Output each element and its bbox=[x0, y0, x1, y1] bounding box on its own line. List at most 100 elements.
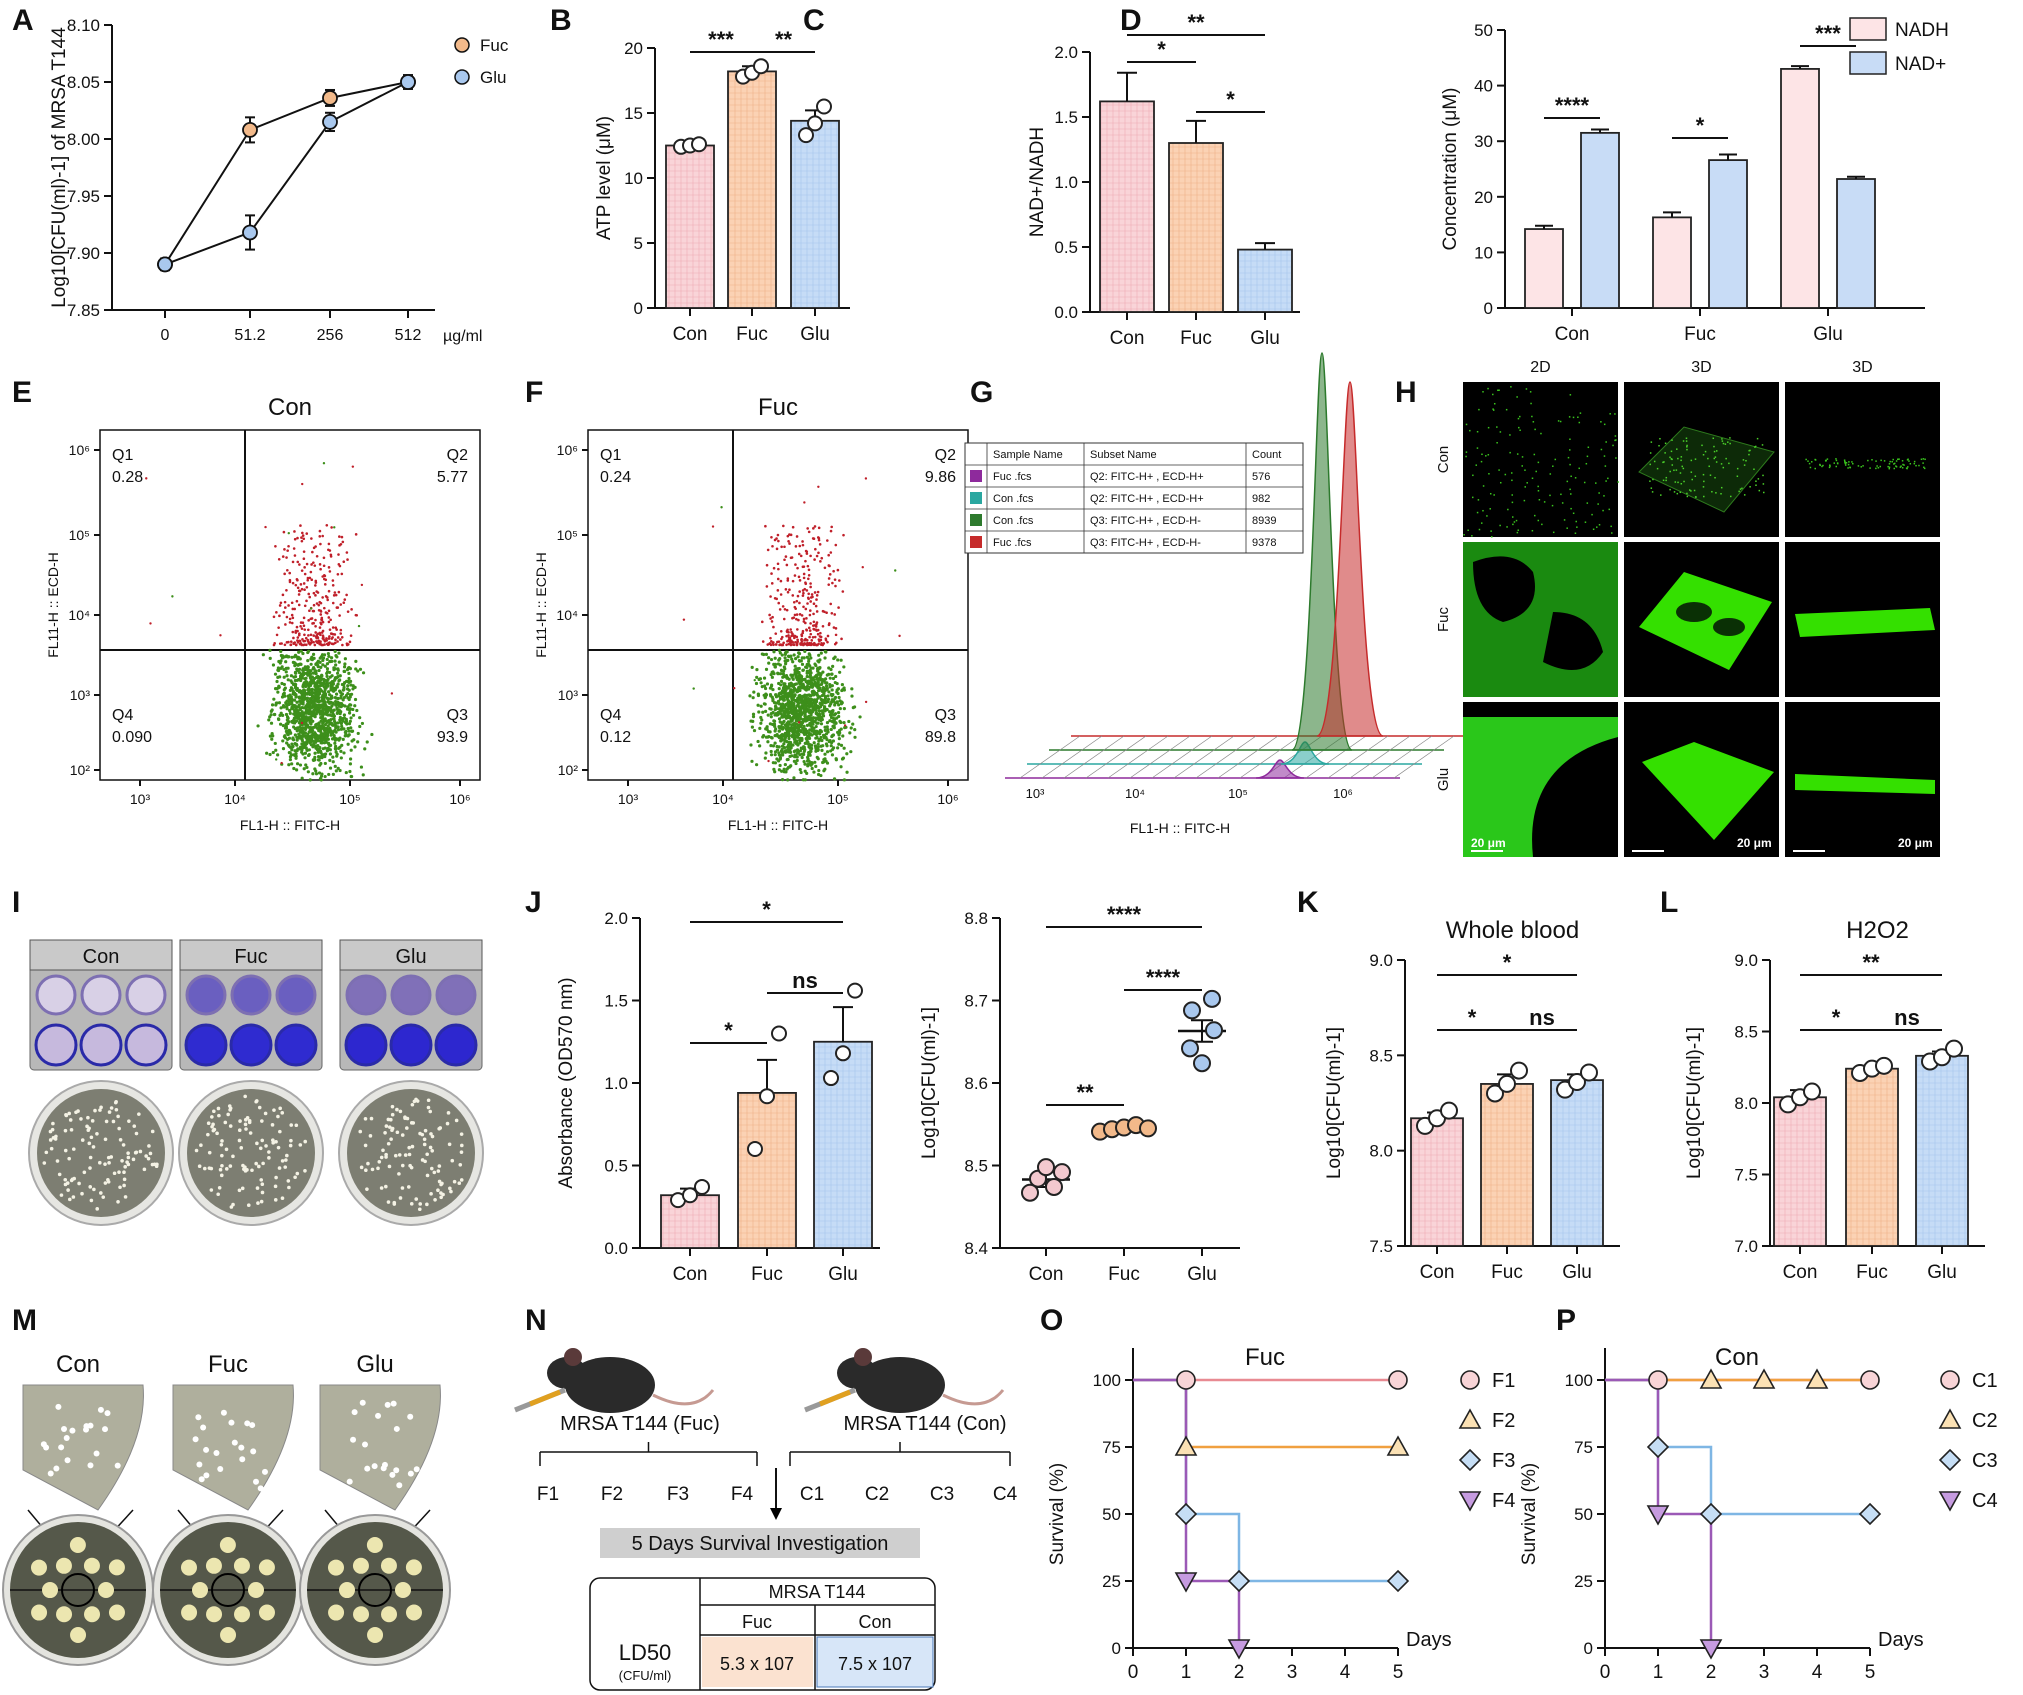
event-dot-red bbox=[776, 589, 780, 592]
signal-speck bbox=[1587, 446, 1590, 449]
event-dot-red bbox=[773, 596, 777, 600]
survival-marker-F4 bbox=[1227, 1639, 1251, 1660]
y-tick-label: 10² bbox=[558, 762, 579, 778]
replicate-point bbox=[1139, 1119, 1157, 1138]
well-top bbox=[35, 974, 77, 1016]
plate-label: Glu bbox=[356, 1351, 393, 1378]
event-dot-green bbox=[756, 703, 760, 707]
table-count: 9378 bbox=[1252, 537, 1276, 549]
colony bbox=[429, 1192, 433, 1196]
event-dot-green bbox=[349, 683, 353, 687]
signal-speck bbox=[1902, 463, 1904, 466]
event-dot-green bbox=[851, 722, 855, 726]
signal-speck bbox=[1524, 486, 1526, 488]
colony bbox=[263, 1111, 268, 1116]
perspective-line bbox=[1041, 735, 1103, 779]
event-dot-green bbox=[286, 743, 291, 747]
event-dot-green bbox=[300, 776, 304, 780]
event-dot-green bbox=[833, 655, 837, 659]
x-tick-label: Fuc bbox=[1108, 1264, 1140, 1285]
event-dot-red bbox=[317, 603, 321, 607]
signal-speck bbox=[1704, 450, 1707, 453]
plate-sector-zoom bbox=[319, 1384, 441, 1511]
table-header: Count bbox=[1252, 449, 1281, 461]
event-dot-red bbox=[303, 639, 307, 643]
event-dot-red bbox=[818, 543, 822, 546]
event-dot-green bbox=[293, 671, 298, 675]
event-dot-red bbox=[819, 631, 822, 635]
plot-frame bbox=[587, 429, 969, 781]
confocal-col-label: 3D bbox=[1852, 359, 1872, 376]
legend-swatch-NAD+ bbox=[1849, 51, 1887, 75]
colony bbox=[423, 1159, 427, 1164]
signal-speck bbox=[1566, 527, 1568, 529]
signal-speck bbox=[1913, 462, 1916, 465]
signal-speck bbox=[1569, 438, 1571, 440]
colony bbox=[441, 1192, 445, 1197]
y-tick-label: 8.5 bbox=[1369, 1046, 1393, 1065]
colony bbox=[47, 1470, 54, 1477]
signal-speck bbox=[1516, 531, 1519, 534]
signal-speck bbox=[1669, 488, 1671, 491]
event-dot-red bbox=[806, 564, 810, 568]
event-dot-red bbox=[286, 568, 289, 572]
signal-speck bbox=[1471, 535, 1473, 537]
colony bbox=[48, 1138, 53, 1142]
replicate-point bbox=[1205, 1021, 1223, 1040]
event-dot-green bbox=[279, 706, 283, 710]
event-dot-red bbox=[797, 575, 801, 579]
y-axis-label: Survival (%) bbox=[1047, 1463, 1068, 1565]
event-dot-red bbox=[336, 572, 340, 576]
event-dot-green bbox=[320, 738, 325, 742]
colony bbox=[410, 1102, 415, 1107]
event-dot-red bbox=[788, 533, 791, 536]
event-dot-green bbox=[306, 770, 310, 774]
event-dot-green bbox=[332, 668, 336, 672]
signal-speck bbox=[1604, 465, 1607, 467]
event-dot-green bbox=[802, 684, 806, 688]
event-dot-green bbox=[763, 702, 767, 706]
colony bbox=[71, 1147, 76, 1151]
well-top bbox=[345, 974, 387, 1016]
colony bbox=[98, 1108, 102, 1112]
event-dot-green bbox=[750, 725, 754, 729]
x-tick-label: Con bbox=[1420, 1262, 1455, 1283]
x-tick-label: Fuc bbox=[1180, 328, 1212, 349]
event-dot-green bbox=[365, 740, 369, 744]
event-dot-green bbox=[779, 679, 784, 684]
x-tick-label: 2 bbox=[1234, 1662, 1245, 1683]
event-dot-green bbox=[346, 726, 350, 731]
legend-label: C2 bbox=[1972, 1410, 1998, 1432]
event-dot-green bbox=[768, 722, 772, 726]
event-dot-green bbox=[828, 719, 832, 723]
event-dot-green bbox=[853, 728, 857, 732]
event-dot-green bbox=[837, 737, 841, 741]
event-dot-red bbox=[315, 602, 319, 605]
signal-speck bbox=[1906, 459, 1909, 461]
event-dot-green bbox=[824, 677, 828, 681]
colony bbox=[295, 1171, 300, 1176]
event-dot-green bbox=[327, 728, 331, 732]
event-dot-green bbox=[809, 749, 813, 753]
event-dot-red bbox=[820, 641, 823, 645]
event-dot-green bbox=[820, 681, 824, 685]
colony bbox=[245, 1168, 249, 1172]
event-dot-green bbox=[322, 741, 327, 745]
event-dot-red bbox=[331, 584, 335, 587]
event-dot-green bbox=[786, 743, 791, 747]
signal-speck bbox=[1543, 501, 1546, 503]
event-dot-green bbox=[781, 705, 785, 709]
event-dot-green bbox=[792, 653, 796, 657]
event-dot-green bbox=[764, 751, 768, 755]
event-dot-red bbox=[318, 626, 322, 629]
colony bbox=[228, 1164, 233, 1168]
event-dot-green bbox=[772, 662, 776, 667]
signal-speck bbox=[1659, 437, 1661, 440]
signal-speck bbox=[1923, 466, 1925, 469]
event-dot-red bbox=[305, 562, 309, 566]
colony-spot bbox=[234, 1606, 251, 1623]
event-dot-green bbox=[808, 653, 812, 657]
event-dot-red bbox=[293, 537, 297, 541]
well-top bbox=[390, 974, 432, 1016]
